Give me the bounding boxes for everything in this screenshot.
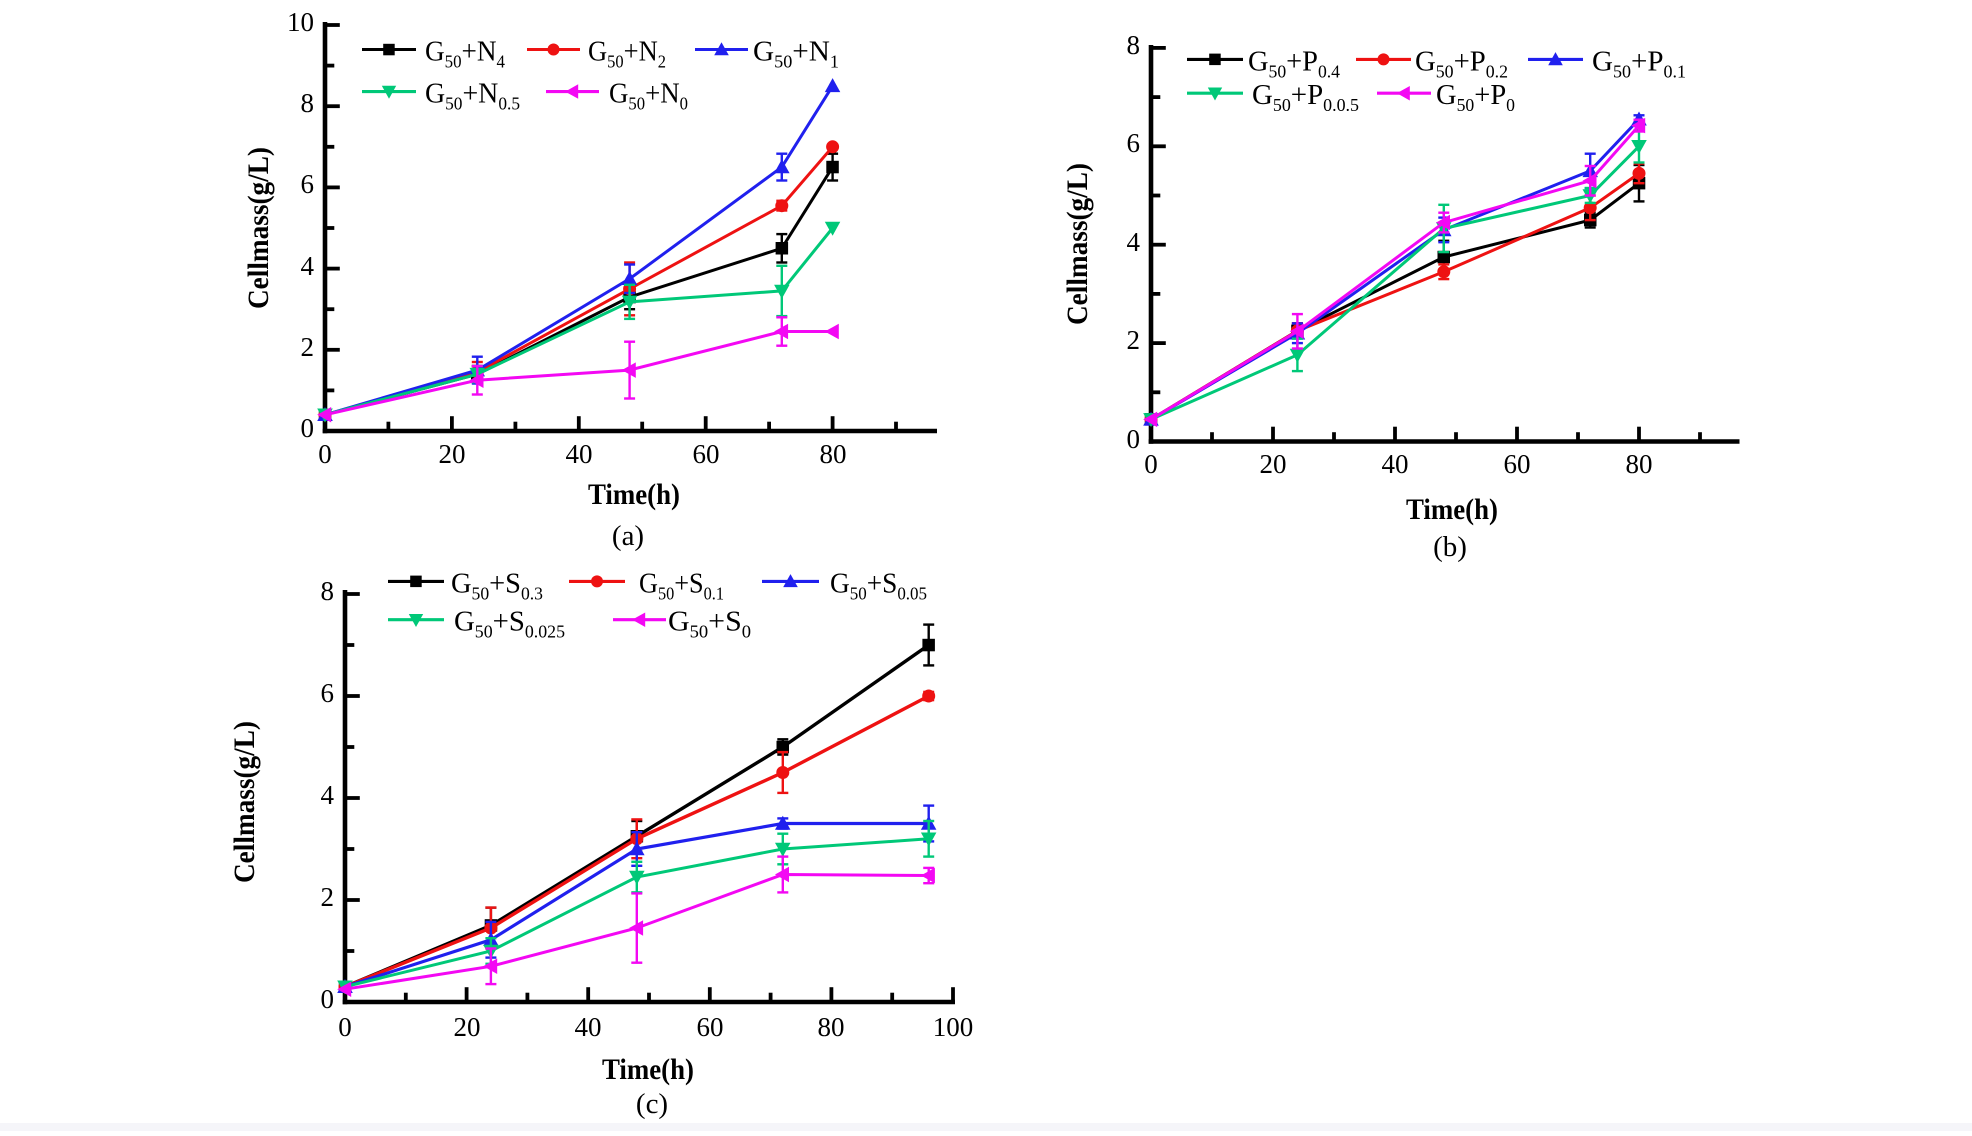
svg-text:6: 6 bbox=[1127, 128, 1141, 158]
svg-text:G50​+S0.025​: G50​+S0.025​ bbox=[454, 606, 565, 642]
svg-text:(b): (b) bbox=[1433, 531, 1467, 563]
svg-text:Cellmass(g/L): Cellmass(g/L) bbox=[1061, 163, 1094, 325]
svg-text:20: 20 bbox=[439, 439, 466, 469]
svg-text:40: 40 bbox=[1382, 449, 1409, 479]
svg-text:40: 40 bbox=[566, 439, 593, 469]
svg-text:80: 80 bbox=[818, 1012, 845, 1042]
svg-text:0: 0 bbox=[321, 984, 335, 1014]
svg-text:Cellmass(g/L): Cellmass(g/L) bbox=[228, 721, 261, 883]
svg-text:G50​+N0.5​: G50​+N0.5​ bbox=[425, 78, 520, 114]
svg-text:60: 60 bbox=[1504, 449, 1531, 479]
svg-text:20: 20 bbox=[454, 1012, 481, 1042]
svg-text:6: 6 bbox=[301, 169, 315, 199]
svg-text:G50​+P0.4​: G50​+P0.4​ bbox=[1248, 45, 1340, 81]
svg-text:Time(h): Time(h) bbox=[602, 1053, 694, 1086]
svg-text:Time(h): Time(h) bbox=[1406, 493, 1498, 526]
svg-text:4: 4 bbox=[1127, 227, 1141, 257]
svg-text:G50​+P0.1​: G50​+P0.1​ bbox=[1592, 45, 1686, 81]
svg-text:8: 8 bbox=[1127, 30, 1141, 60]
svg-text:80: 80 bbox=[820, 439, 847, 469]
svg-text:20: 20 bbox=[1260, 449, 1287, 479]
svg-text:60: 60 bbox=[697, 1012, 724, 1042]
svg-text:G50​+S0.3​: G50​+S0.3​ bbox=[451, 567, 543, 603]
svg-text:G50​+S0.05​: G50​+S0.05​ bbox=[830, 567, 927, 603]
svg-text:G50​+N0​: G50​+N0​ bbox=[609, 78, 688, 114]
svg-text:G50​+P0.0.5​: G50​+P0.0.5​ bbox=[1252, 79, 1359, 115]
svg-text:G50​+N4​: G50​+N4​ bbox=[425, 36, 505, 72]
svg-text:80: 80 bbox=[1626, 449, 1653, 479]
svg-text:G50​+N2​: G50​+N2​ bbox=[588, 36, 666, 72]
svg-text:(c): (c) bbox=[636, 1088, 668, 1120]
svg-text:G50​+P0​: G50​+P0​ bbox=[1436, 79, 1515, 115]
svg-text:100: 100 bbox=[933, 1012, 974, 1042]
svg-text:G50​+P0.2​: G50​+P0.2​ bbox=[1415, 45, 1508, 81]
svg-text:G50​+S0​: G50​+S0​ bbox=[668, 606, 751, 642]
svg-text:4: 4 bbox=[301, 251, 315, 281]
svg-text:0: 0 bbox=[1144, 449, 1158, 479]
svg-text:0: 0 bbox=[301, 413, 315, 443]
svg-text:2: 2 bbox=[301, 332, 315, 362]
svg-text:Cellmass(g/L): Cellmass(g/L) bbox=[242, 147, 275, 309]
svg-text:8: 8 bbox=[321, 576, 335, 606]
svg-text:4: 4 bbox=[321, 780, 335, 810]
svg-text:6: 6 bbox=[321, 678, 335, 708]
svg-text:10: 10 bbox=[287, 7, 314, 37]
svg-text:Time(h): Time(h) bbox=[588, 478, 680, 511]
svg-text:G50​+S0.1​: G50​+S0.1​ bbox=[639, 567, 724, 603]
svg-text:60: 60 bbox=[693, 439, 720, 469]
svg-text:40: 40 bbox=[575, 1012, 602, 1042]
svg-text:2: 2 bbox=[1127, 325, 1141, 355]
svg-text:G50​+N1​: G50​+N1​ bbox=[753, 36, 839, 72]
svg-text:2: 2 bbox=[321, 882, 335, 912]
svg-text:8: 8 bbox=[301, 88, 315, 118]
svg-text:(a): (a) bbox=[612, 520, 644, 552]
svg-text:0: 0 bbox=[1127, 424, 1141, 454]
svg-text:0: 0 bbox=[338, 1012, 352, 1042]
svg-text:0: 0 bbox=[318, 439, 332, 469]
